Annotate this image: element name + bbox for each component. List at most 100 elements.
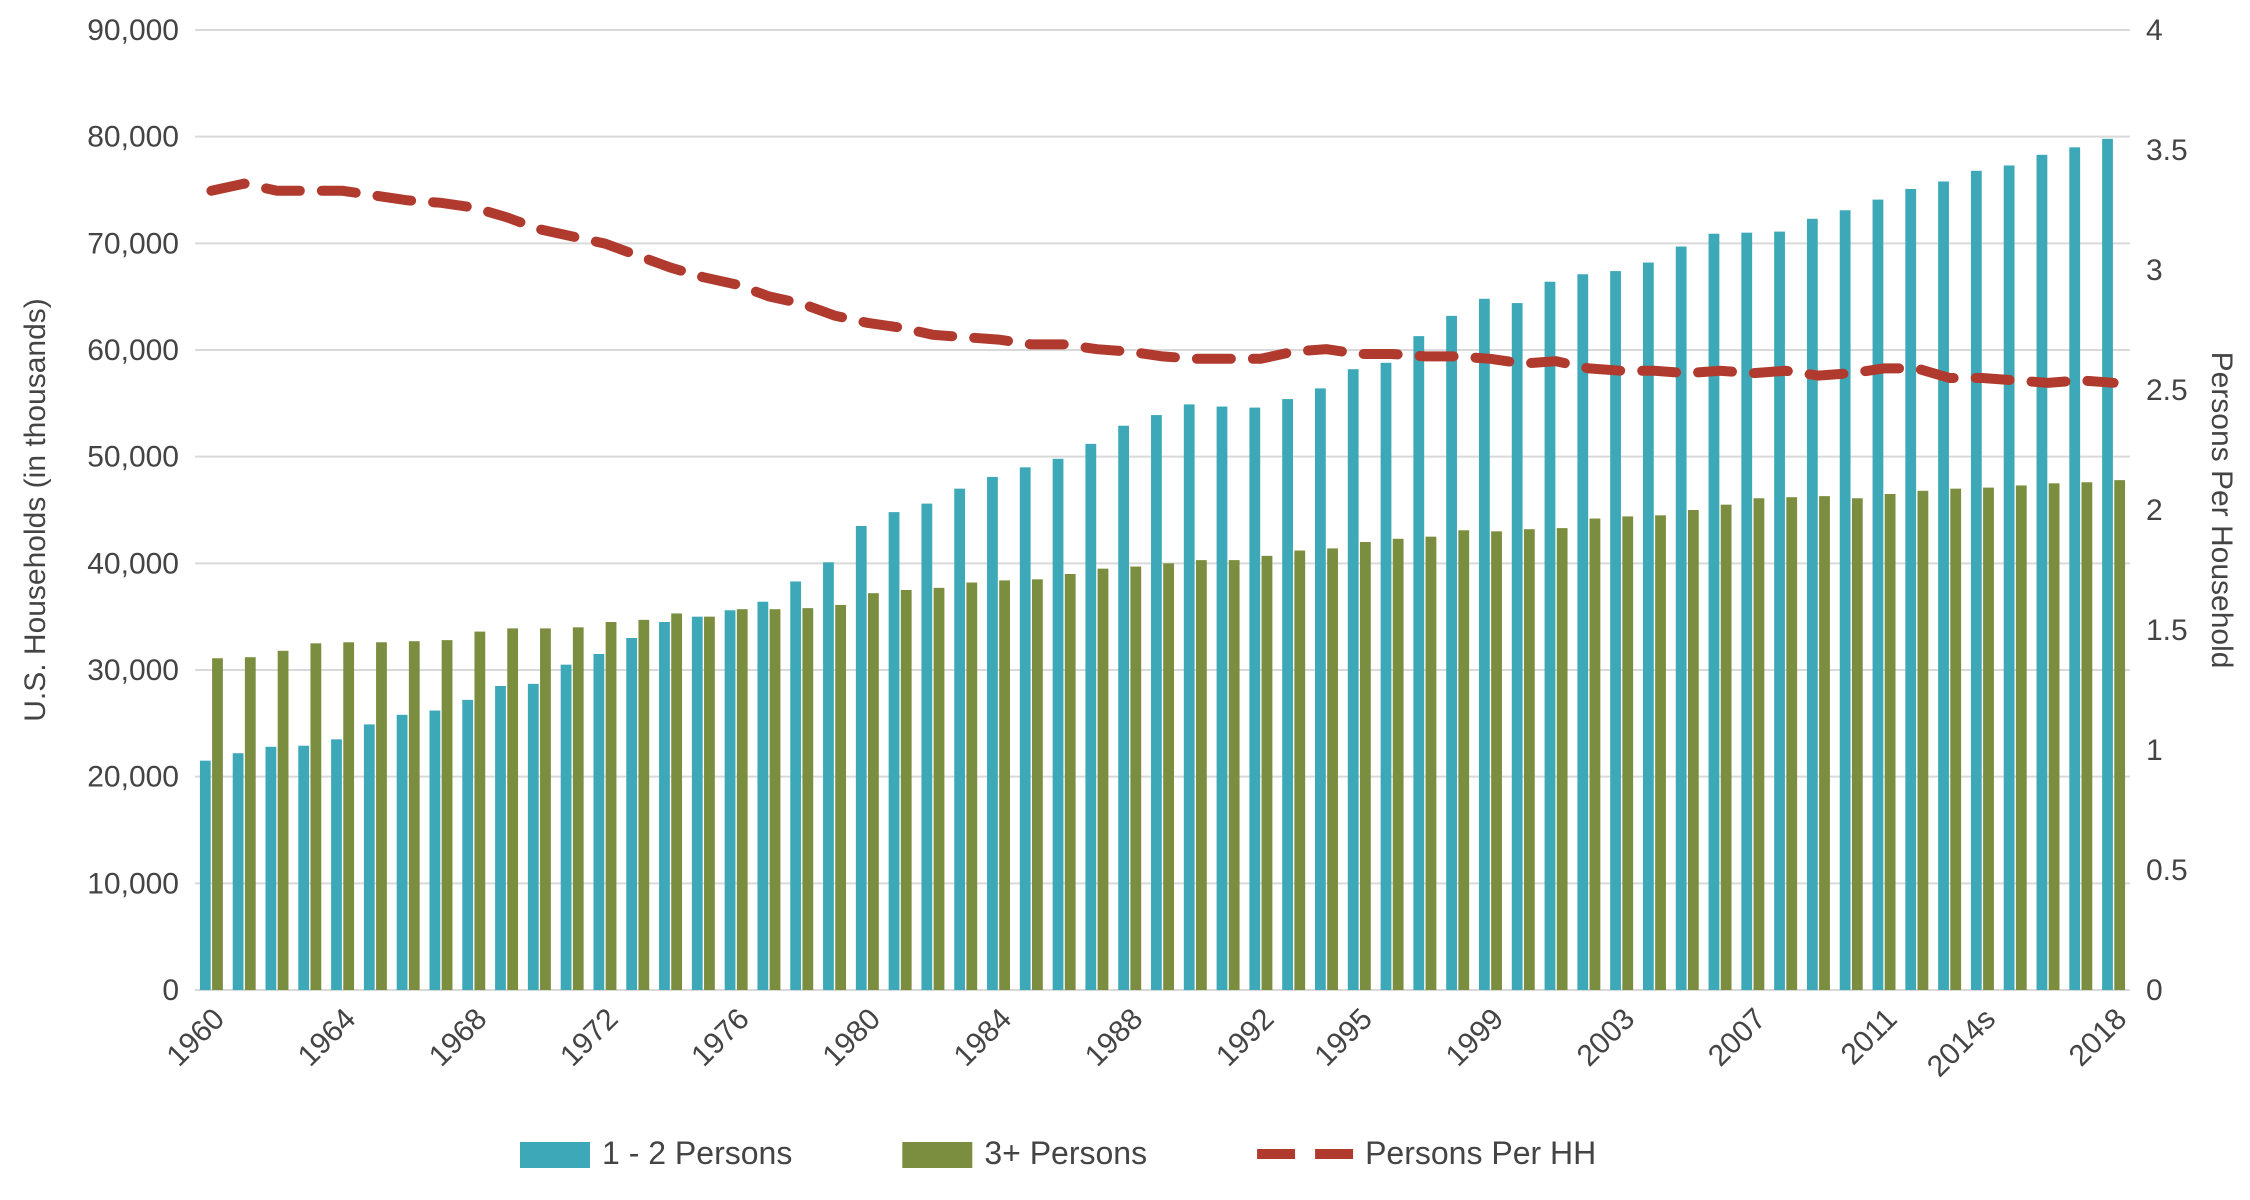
bar-1-2-persons: [757, 602, 768, 990]
bar-1-2-persons: [2037, 155, 2048, 990]
bar-1-2-persons: [1774, 232, 1785, 990]
bar-3plus-persons: [409, 641, 420, 990]
bar-3plus-persons: [1524, 529, 1535, 990]
bar-1-2-persons: [921, 504, 932, 990]
bar-3plus-persons: [1032, 579, 1043, 990]
y-left-tick: 60,000: [87, 334, 179, 367]
bar-1-2-persons: [889, 512, 900, 990]
x-tick: 2018: [2063, 1002, 2134, 1073]
bar-3plus-persons: [2016, 485, 2027, 990]
bar-3plus-persons: [704, 617, 715, 990]
bar-1-2-persons: [1315, 388, 1326, 990]
bar-3plus-persons: [1458, 530, 1469, 990]
bar-1-2-persons: [1282, 399, 1293, 990]
y-right-tick: 4: [2146, 14, 2163, 47]
x-tick: 1992: [1210, 1002, 1281, 1073]
bar-3plus-persons: [1852, 498, 1863, 990]
bar-1-2-persons: [659, 622, 670, 990]
x-tick: 1984: [948, 1002, 1019, 1073]
y-left-tick: 40,000: [87, 547, 179, 580]
bar-3plus-persons: [1557, 528, 1568, 990]
bar-3plus-persons: [1786, 497, 1797, 990]
bar-1-2-persons: [2004, 165, 2015, 990]
bar-3plus-persons: [1688, 510, 1699, 990]
bar-3plus-persons: [245, 657, 256, 990]
bar-1-2-persons: [1151, 415, 1162, 990]
bar-3plus-persons: [2114, 480, 2125, 990]
bar-1-2-persons: [725, 610, 736, 990]
y-left-title: U.S. Households (in thousands): [19, 298, 52, 722]
bar-1-2-persons: [1217, 407, 1228, 990]
bar-3plus-persons: [835, 605, 846, 990]
bar-1-2-persons: [1545, 282, 1556, 990]
bar-1-2-persons: [233, 753, 244, 990]
bar-3plus-persons: [1754, 498, 1765, 990]
bar-1-2-persons: [1873, 200, 1884, 990]
bar-3plus-persons: [507, 628, 518, 990]
y-left-tick: 20,000: [87, 761, 179, 794]
bar-1-2-persons: [856, 526, 867, 990]
x-tick: 1995: [1308, 1002, 1379, 1073]
bar-3plus-persons: [573, 627, 584, 990]
y-right-tick: 0: [2146, 974, 2163, 1007]
y-right-tick: 2.5: [2146, 374, 2188, 407]
bar-1-2-persons: [626, 638, 637, 990]
bar-1-2-persons: [528, 684, 539, 990]
x-tick: 1988: [1079, 1002, 1150, 1073]
bar-1-2-persons: [1807, 219, 1818, 990]
y-left-tick: 0: [162, 974, 179, 1007]
bar-3plus-persons: [2081, 482, 2092, 990]
bar-1-2-persons: [200, 761, 211, 990]
bar-1-2-persons: [1479, 299, 1490, 990]
bar-3plus-persons: [376, 642, 387, 990]
bar-3plus-persons: [671, 613, 682, 990]
bar-1-2-persons: [1348, 369, 1359, 990]
bar-1-2-persons: [429, 711, 440, 990]
bar-3plus-persons: [1196, 560, 1207, 990]
bar-3plus-persons: [966, 583, 977, 990]
bar-1-2-persons: [1512, 303, 1523, 990]
bar-1-2-persons: [593, 654, 604, 990]
bar-3plus-persons: [343, 642, 354, 990]
line-persons-per-hh: [211, 184, 2113, 383]
bar-1-2-persons: [2102, 139, 2113, 990]
x-tick: 2007: [1702, 1002, 1773, 1073]
bar-3plus-persons: [1360, 542, 1371, 990]
bar-1-2-persons: [298, 746, 309, 990]
bar-1-2-persons: [1381, 363, 1392, 990]
legend-label: 1 - 2 Persons: [602, 1135, 792, 1171]
y-right-tick: 1.5: [2146, 614, 2188, 647]
bar-1-2-persons: [2069, 147, 2080, 990]
x-tick: 1980: [816, 1002, 887, 1073]
y-right-title: Persons Per Household: [2205, 352, 2238, 669]
bar-3plus-persons: [868, 593, 879, 990]
bar-3plus-persons: [1491, 531, 1502, 990]
x-axis-ticks: 1960196419681972197619801984198819921995…: [161, 1002, 2134, 1083]
bar-1-2-persons: [1840, 210, 1851, 990]
bar-1-2-persons: [1446, 316, 1457, 990]
bar-1-2-persons: [462, 700, 473, 990]
legend: 1 - 2 Persons3+ PersonsPersons Per HH: [520, 1135, 1596, 1171]
bar-3plus-persons: [1426, 537, 1437, 990]
bar-1-2-persons: [1971, 171, 1982, 990]
legend-label: Persons Per HH: [1365, 1135, 1596, 1171]
bar-3plus-persons: [278, 651, 289, 990]
y-right-tick: 2: [2146, 494, 2163, 527]
bar-1-2-persons: [1676, 247, 1687, 990]
bar-3plus-persons: [999, 580, 1010, 990]
bar-1-2-persons: [987, 477, 998, 990]
y-left-tick: 90,000: [87, 14, 179, 47]
bar-3plus-persons: [1590, 519, 1601, 990]
bar-3plus-persons: [934, 588, 945, 990]
bar-1-2-persons: [331, 739, 342, 990]
bar-1-2-persons: [495, 686, 506, 990]
bar-3plus-persons: [1294, 551, 1305, 990]
bar-1-2-persons: [1249, 408, 1260, 990]
y-left-tick: 70,000: [87, 227, 179, 260]
bar-1-2-persons: [397, 715, 408, 990]
bar-1-2-persons: [1905, 189, 1916, 990]
bar-1-2-persons: [1577, 274, 1588, 990]
bar-1-2-persons: [1085, 444, 1096, 990]
bar-3plus-persons: [2049, 483, 2060, 990]
bar-3plus-persons: [442, 640, 453, 990]
